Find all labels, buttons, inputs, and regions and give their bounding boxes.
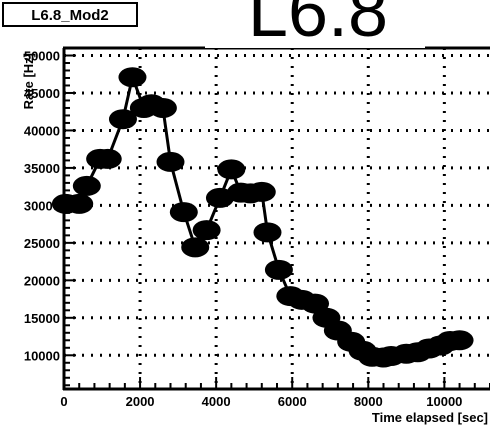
data-point <box>93 148 122 169</box>
tick-layer: 0 2000 4000 6000 8000 10000 10000 15000 20000 250… <box>24 47 490 409</box>
y-tick-label-45000: 45000 <box>24 86 60 101</box>
data-point <box>169 202 198 223</box>
data-point <box>181 237 210 258</box>
x-axis-label: Time elapsed [sec] <box>372 410 488 425</box>
data-point <box>156 151 185 172</box>
x-tick-label-8000: 8000 <box>354 394 383 409</box>
y-axis-label: Rate [Hz] <box>21 53 36 109</box>
y-tick-label-35000: 35000 <box>24 161 60 176</box>
title-layer: L6.8 L6.8_Mod2 <box>2 0 425 52</box>
y-tick-label-10000: 10000 <box>24 348 60 363</box>
series-layer <box>51 67 474 368</box>
data-point <box>445 330 474 351</box>
y-tick-label-15000: 15000 <box>24 311 60 326</box>
data-point <box>72 175 101 196</box>
box-title: L6.8_Mod2 <box>31 7 109 24</box>
x-tick-label-6000: 6000 <box>278 394 307 409</box>
data-point <box>264 259 293 280</box>
box-title-frame <box>2 2 138 27</box>
big-title-background <box>205 0 425 48</box>
y-tick-label-40000: 40000 <box>24 123 60 138</box>
data-point <box>217 159 246 180</box>
axis-label-layer: Time elapsed [sec] Rate [Hz] <box>21 53 488 425</box>
data-point <box>118 67 147 88</box>
y-tick-label-25000: 25000 <box>24 236 60 251</box>
data-point <box>192 220 221 241</box>
data-point <box>148 97 177 118</box>
data-point <box>247 181 276 202</box>
x-tick-label-4000: 4000 <box>202 394 231 409</box>
big-title: L6.8 <box>248 0 388 52</box>
x-tick-label-10000: 10000 <box>426 394 462 409</box>
y-tick-label-50000: 50000 <box>24 48 60 63</box>
data-point <box>253 222 282 243</box>
y-tick-label-30000: 30000 <box>24 198 60 213</box>
x-tick-label-2000: 2000 <box>126 394 155 409</box>
y-tick-label-20000: 20000 <box>24 273 60 288</box>
data-point <box>65 193 94 214</box>
data-point <box>108 109 137 130</box>
x-tick-label-0: 0 <box>60 394 67 409</box>
